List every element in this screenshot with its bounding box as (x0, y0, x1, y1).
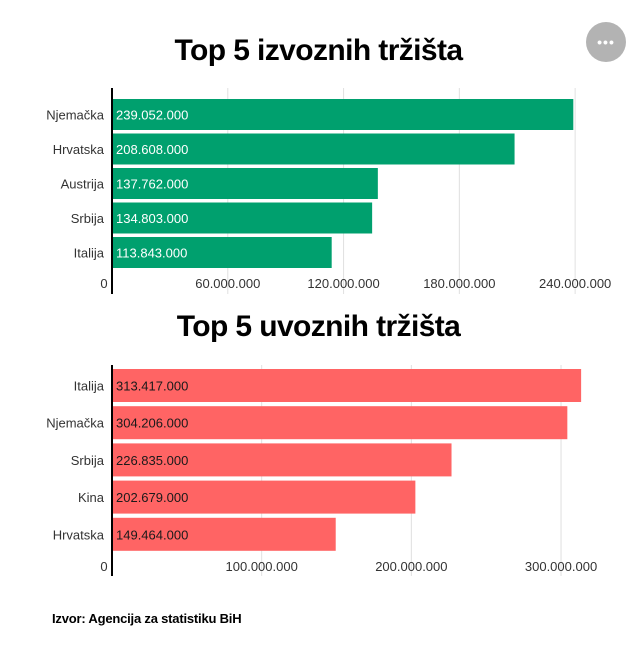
export-category-label: Njemačka (46, 108, 105, 123)
import-category-label: Italija (74, 379, 105, 394)
export-value-label: 134.803.000 (116, 211, 188, 226)
export-category-label: Srbija (71, 211, 105, 226)
import-chart: 0 100.000.000 200.000.000 300.000.000 Italij… (46, 365, 597, 576)
import-category-label: Kina (78, 490, 105, 505)
export-tick-label: 180.000.000 (423, 276, 495, 291)
export-category-label: Hrvatska (53, 142, 105, 157)
export-category-label: Italija (74, 246, 105, 261)
export-value-label: 208.608.000 (116, 142, 188, 157)
more-options-button[interactable]: ••• (586, 22, 626, 62)
import-value-label: 226.835.000 (116, 453, 188, 468)
export-bar (112, 133, 515, 165)
more-horizontal-icon: ••• (597, 34, 615, 50)
import-bar (112, 443, 452, 477)
export-bar (112, 202, 373, 234)
export-value-label: 137.762.000 (116, 177, 188, 192)
export-tick-label: 120.000.000 (307, 276, 379, 291)
import-tick-label: 200.000.000 (375, 559, 447, 574)
import-tick-label: 0 (100, 559, 107, 574)
import-bar (112, 480, 416, 514)
export-value-label: 239.052.000 (116, 108, 188, 123)
export-bar (112, 99, 574, 130)
export-value-label: 113.843.000 (116, 246, 187, 261)
import-value-label: 202.679.000 (116, 490, 188, 505)
source-note: Izvor: Agencija za statistiku BiH (52, 611, 242, 626)
export-tick-label: 60.000.000 (195, 276, 260, 291)
export-tick-label: 0 (100, 276, 107, 291)
export-chart: 0 60.000.000 120.000.000 180.000.000 240.000… (46, 88, 611, 294)
import-tick-label: 300.000.000 (525, 559, 597, 574)
import-bar (112, 369, 582, 402)
import-tick-label: 100.000.000 (226, 559, 298, 574)
import-value-label: 149.464.000 (116, 527, 188, 542)
import-category-label: Hrvatska (53, 527, 105, 542)
import-value-label: 304.206.000 (116, 416, 188, 431)
import-value-label: 313.417.000 (116, 379, 188, 394)
import-chart-title: Top 5 uvoznih tržišta (176, 310, 461, 343)
export-category-label: Austrija (61, 177, 105, 192)
export-bar (112, 168, 378, 199)
import-bar (112, 406, 568, 440)
import-bar (112, 517, 336, 551)
export-bar (112, 237, 332, 268)
import-category-label: Srbija (71, 453, 105, 468)
export-chart-title: Top 5 izvoznih tržišta (174, 34, 464, 67)
export-tick-label: 240.000.000 (539, 276, 611, 291)
import-category-label: Njemačka (46, 416, 105, 431)
